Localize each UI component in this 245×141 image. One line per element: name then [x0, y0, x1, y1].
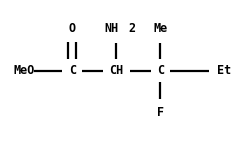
Text: C: C — [157, 64, 164, 77]
Text: Et: Et — [217, 64, 232, 77]
Text: 2: 2 — [129, 22, 136, 35]
Text: C: C — [69, 64, 76, 77]
Text: MeO: MeO — [13, 64, 35, 77]
Text: O: O — [69, 22, 76, 35]
Text: Me: Me — [153, 22, 168, 35]
Text: F: F — [157, 106, 164, 119]
Text: CH: CH — [109, 64, 123, 77]
Text: NH: NH — [104, 22, 119, 35]
